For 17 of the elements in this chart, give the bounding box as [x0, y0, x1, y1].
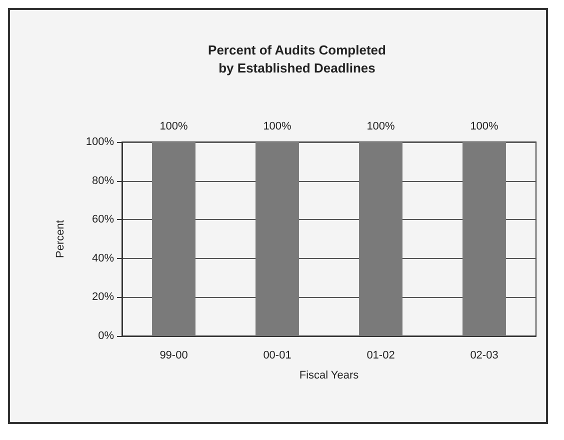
y-tick-label: 80% [92, 174, 114, 187]
x-axis-title: Fiscal Years [299, 370, 360, 382]
y-axis-title: Percent [54, 220, 66, 258]
data-label: 100% [366, 120, 396, 132]
y-tick-label: 100% [86, 136, 114, 148]
y-tick-label: 0% [98, 330, 114, 342]
x-tick-label: 99-00 [160, 350, 188, 362]
data-label: 100% [160, 120, 188, 132]
y-tick-label: 40% [92, 252, 114, 264]
x-tick-label: 01-02 [366, 350, 395, 362]
x-tick-label: 00-01 [263, 350, 292, 362]
y-tick-label: 20% [92, 291, 114, 304]
data-label: 100% [470, 120, 499, 132]
data-label: 100% [263, 120, 292, 132]
chart-title: Percent of Audits Completed by Established Deadlines [208, 42, 386, 76]
y-tick-label: 60% [92, 214, 114, 226]
x-tick-label: 02-03 [470, 350, 498, 362]
